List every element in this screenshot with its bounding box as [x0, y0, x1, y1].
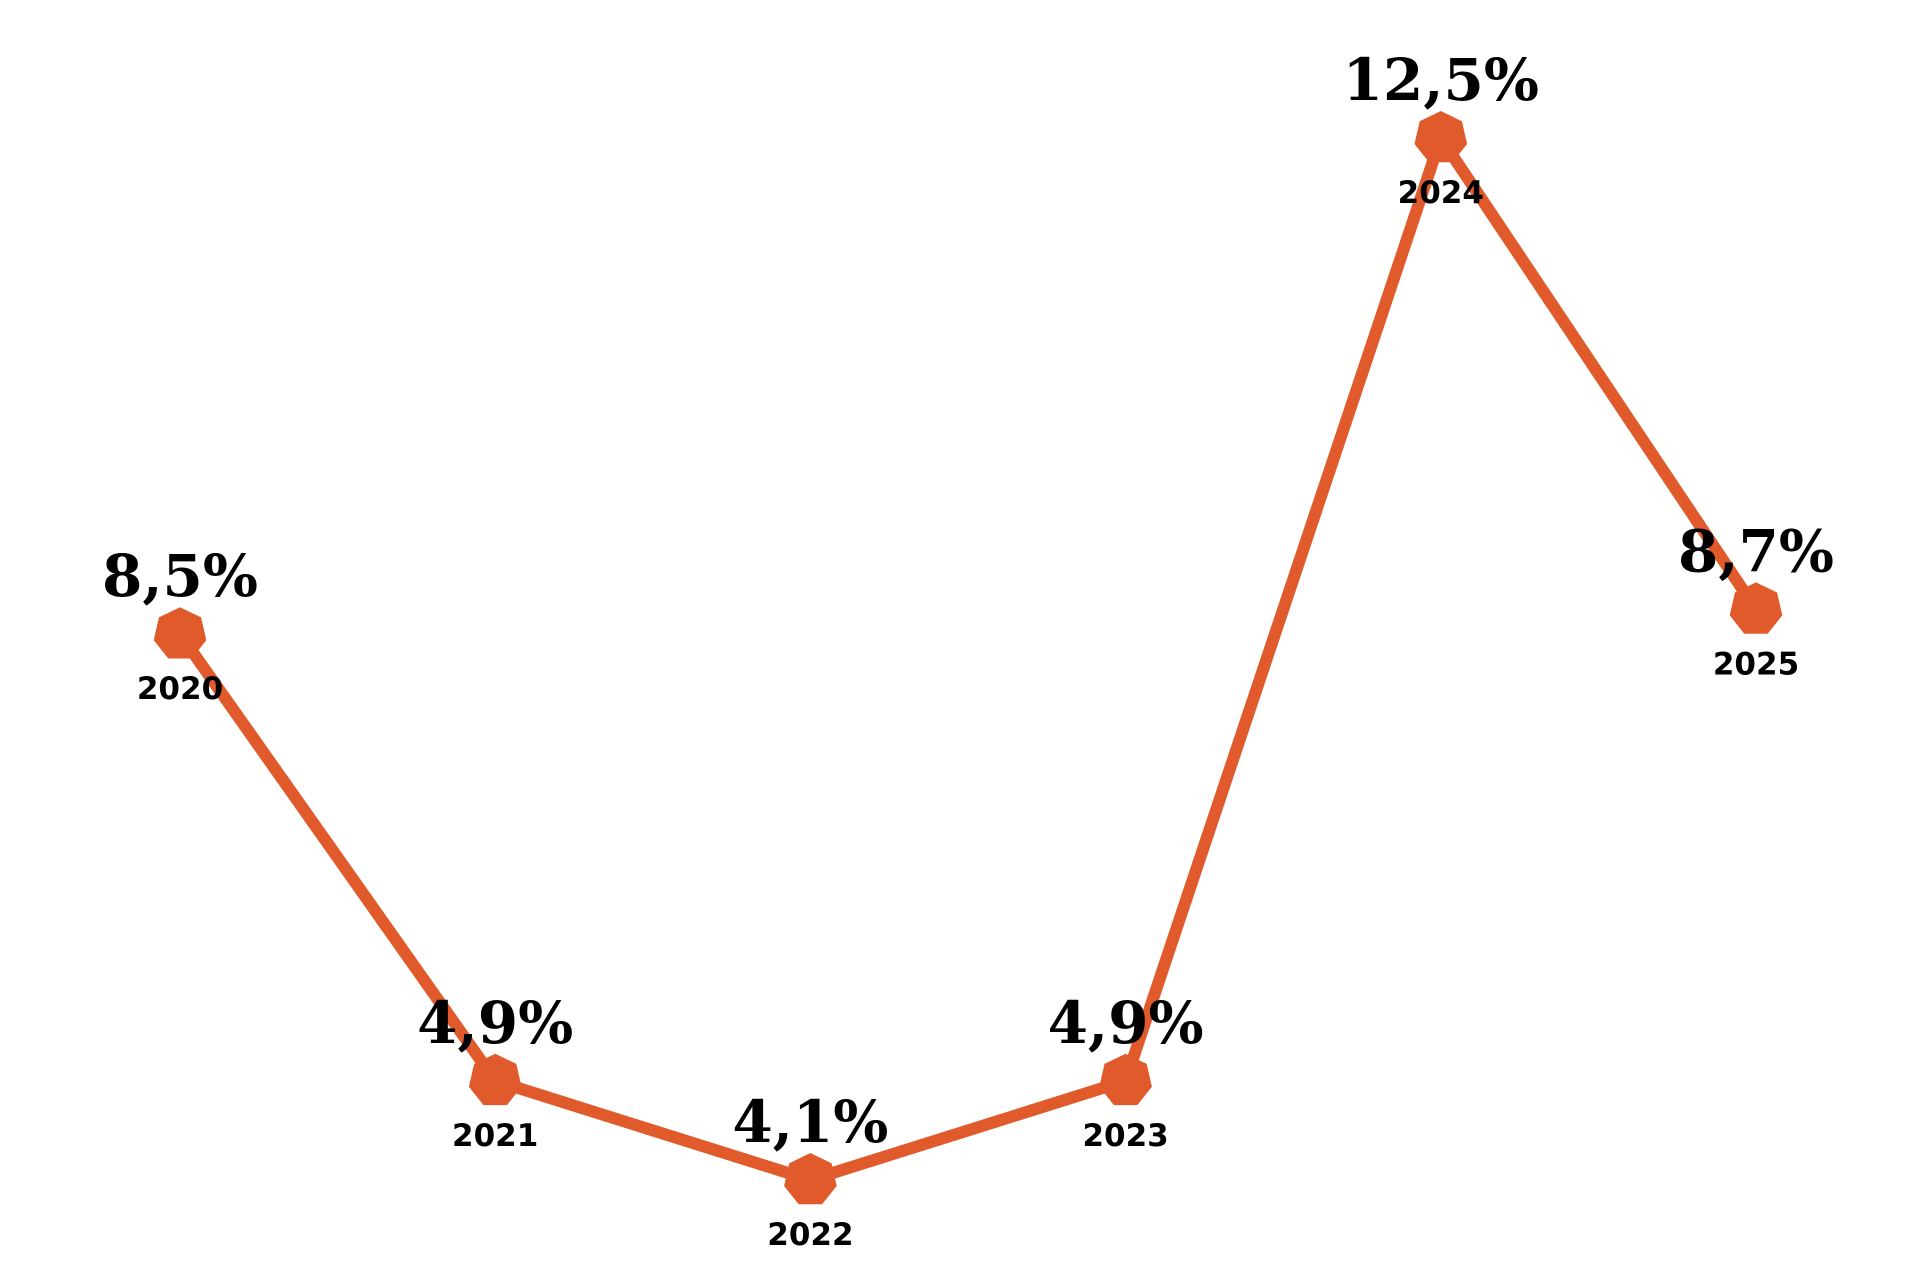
x-tick-label-2023: 2023 — [1082, 1118, 1168, 1154]
data-label-2024: 12,5% — [1343, 46, 1539, 114]
data-label-2021: 4,9% — [417, 989, 573, 1057]
x-tick-label-2025: 2025 — [1713, 646, 1799, 682]
x-tick-label-2020: 2020 — [137, 671, 223, 707]
point-marker-2023 — [1099, 1053, 1152, 1106]
data-label-2022: 4,1% — [732, 1088, 888, 1156]
point-marker-2024 — [1414, 111, 1468, 163]
series-line — [174, 124, 1762, 1187]
data-label-2023: 4,9% — [1048, 989, 1204, 1057]
point-marker-2021 — [468, 1053, 522, 1106]
point-markers — [153, 111, 1783, 1205]
x-tick-label-2021: 2021 — [452, 1118, 538, 1154]
x-tick-label-2024: 2024 — [1398, 175, 1484, 211]
x-tick-labels: 2020 2021 2022 2023 2024 2025 — [137, 175, 1799, 1253]
data-label-2025: 8,7% — [1678, 517, 1834, 585]
x-tick-label-2022: 2022 — [767, 1217, 853, 1253]
data-label-2020: 8,5% — [102, 542, 258, 610]
point-marker-2020 — [153, 607, 207, 659]
point-marker-2022 — [784, 1153, 837, 1205]
point-marker-2025 — [1729, 582, 1783, 634]
data-labels: 8,5% 4,9% 4,1% 4,9% 12,5% 8,7% — [102, 46, 1834, 1156]
